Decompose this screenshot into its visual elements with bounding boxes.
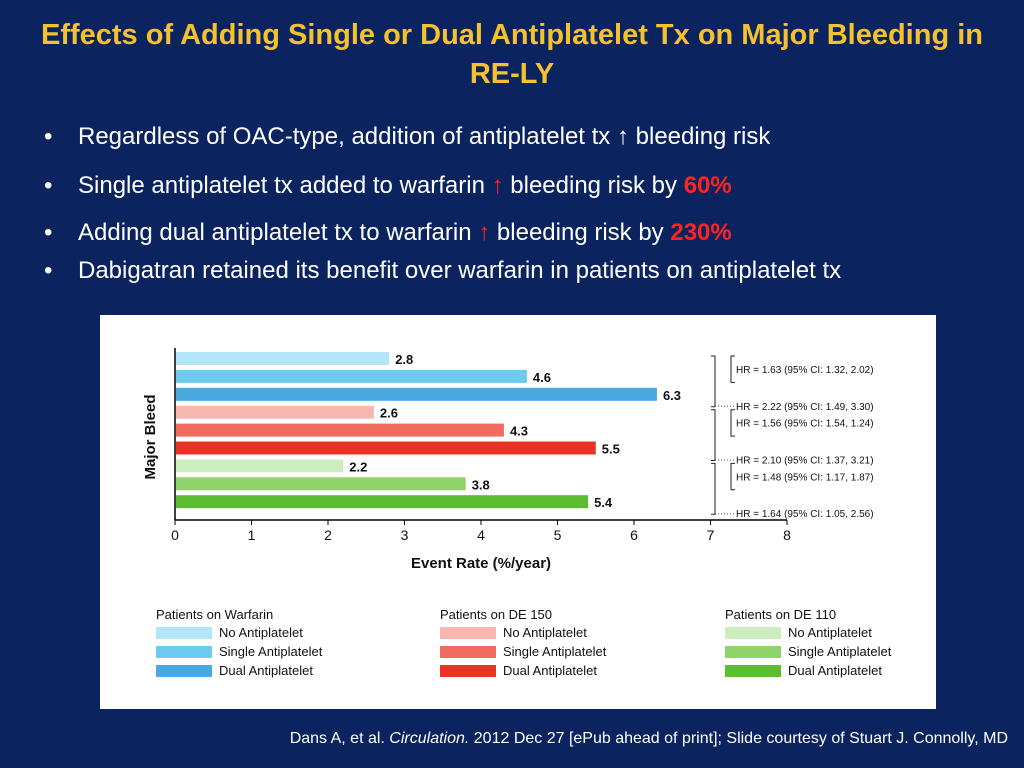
legend-swatch xyxy=(725,665,781,677)
bullet-item: Regardless of OAC-type, addition of anti… xyxy=(44,122,1004,151)
legend-label: Dual Antiplatelet xyxy=(503,663,597,678)
legend-group: Patients on DE 110 No Antiplatelet Single … xyxy=(725,606,965,681)
bullet-item: Adding dual antiplatelet tx to warfarin … xyxy=(44,218,1004,247)
chart-panel: 0 1 2 3 4 5 6 7 8 Event Rate (%/year) Major Bleed 2… xyxy=(100,315,936,709)
legend-swatch xyxy=(156,627,212,639)
bar xyxy=(176,352,390,365)
risk-percent: 230% xyxy=(670,219,732,246)
outer-bracket xyxy=(711,409,716,461)
citation-text: Dans A, et al. xyxy=(289,730,390,747)
hr-annotation: HR = 2.10 (95% CI: 1.37, 3.21) xyxy=(736,456,874,467)
legend-swatch xyxy=(440,646,496,658)
legend-group-title: Patients on DE 110 xyxy=(725,607,837,622)
legend-label: No Antiplatelet xyxy=(788,625,872,640)
bullet-item: Single antiplatelet tx added to warfarin… xyxy=(44,171,1004,200)
hr-annotation: HR = 1.48 (95% CI: 1.17, 1.87) xyxy=(736,472,874,483)
up-arrow-icon: ↑ xyxy=(491,172,504,199)
x-tick-label: 4 xyxy=(477,527,485,543)
outer-bracket xyxy=(711,355,716,408)
bar-chart: 0 1 2 3 4 5 6 7 8 Event Rate (%/year) Major Bleed 2… xyxy=(142,348,874,572)
up-arrow-icon: ↑ xyxy=(616,123,629,150)
legend-swatch xyxy=(156,646,212,658)
up-arrow-icon: ↑ xyxy=(478,219,491,246)
bar xyxy=(176,405,374,419)
bullet-text: Adding dual antiplatelet tx to warfarin xyxy=(78,219,479,246)
legend-item: No Antiplatelet xyxy=(725,624,965,643)
risk-percent: 60% xyxy=(683,172,732,199)
hr-annotation: HR = 1.63 (95% CI: 1.32, 2.02) xyxy=(736,365,874,376)
bar xyxy=(176,423,504,437)
hr-annotation: HR = 1.56 (95% CI: 1.54, 1.24) xyxy=(736,419,874,430)
legend-item: No Antiplatelet xyxy=(156,624,396,643)
bullet-text: bleeding risk by xyxy=(490,219,671,246)
legend-group-title: Patients on Warfarin xyxy=(156,607,274,622)
citation-journal: Circulation. xyxy=(389,730,470,747)
inner-bracket xyxy=(730,355,735,383)
hr-annotation: HR = 2.22 (95% CI: 1.49, 3.30) xyxy=(736,402,874,413)
slide-title: Effects of Adding Single or Dual Antipla… xyxy=(40,19,983,90)
legend-label: Single Antiplatelet xyxy=(503,644,607,659)
bar-value-label: 2.6 xyxy=(380,406,398,421)
bar-value-label: 6.3 xyxy=(663,388,681,403)
legend-item: Single Antiplatelet xyxy=(440,643,680,662)
legend-label: Single Antiplatelet xyxy=(788,644,892,659)
outer-bracket xyxy=(711,462,716,515)
legend-item: No Antiplatelet xyxy=(440,624,680,643)
legend-label: Single Antiplatelet xyxy=(219,644,323,659)
legend-swatch xyxy=(725,646,781,658)
bar xyxy=(176,495,589,509)
legend-item: Dual Antiplatelet xyxy=(725,662,965,681)
legend-swatch xyxy=(725,627,781,639)
x-tick-label: 0 xyxy=(171,527,179,543)
bullet-item: Dabigatran retained its benefit over war… xyxy=(44,256,1004,285)
x-tick-label: 7 xyxy=(707,527,715,543)
hr-annotation: HR = 1.64 (95% CI: 1.05, 2.56) xyxy=(736,509,874,520)
x-axis-label: Event Rate (%/year) xyxy=(411,555,551,572)
bar xyxy=(176,387,657,401)
bar-value-label: 4.3 xyxy=(510,424,528,439)
bullet-list: Regardless of OAC-type, addition of anti… xyxy=(44,122,1004,285)
bar xyxy=(176,459,344,473)
bar-value-label: 2.2 xyxy=(349,459,367,474)
legend-item: Single Antiplatelet xyxy=(725,643,965,662)
bullet-text: bleeding risk by xyxy=(503,172,684,199)
inner-bracket xyxy=(730,462,735,491)
x-tick-label: 6 xyxy=(630,527,638,543)
bullet-text: Dabigatran retained its benefit over war… xyxy=(78,257,842,284)
bar xyxy=(176,477,466,491)
bar xyxy=(176,441,596,455)
bar-value-label: 4.6 xyxy=(533,370,551,385)
legend-swatch xyxy=(440,665,496,677)
legend-swatch xyxy=(440,627,496,639)
legend-item: Single Antiplatelet xyxy=(156,643,396,662)
x-tick-label: 3 xyxy=(401,527,409,543)
inner-bracket xyxy=(730,409,735,437)
legend-item: Dual Antiplatelet xyxy=(156,662,396,681)
bar xyxy=(176,369,527,383)
y-axis-label: Major Bleed xyxy=(142,394,159,479)
bullet-text: bleeding risk xyxy=(628,123,771,150)
citation-text: 2012 Dec 27 [ePub ahead of print]; Slide… xyxy=(469,730,1008,747)
bar-value-label: 5.4 xyxy=(594,495,613,510)
legend-label: No Antiplatelet xyxy=(503,625,587,640)
x-tick-label: 5 xyxy=(554,527,562,543)
legend-group: Patients on DE 150 No Antiplatelet Single … xyxy=(440,606,680,681)
bar-value-label: 2.8 xyxy=(395,352,413,367)
x-tick-label: 2 xyxy=(324,527,332,543)
citation-footer: Dans A, et al. Circulation. 2012 Dec 27 … xyxy=(290,728,1008,750)
legend-group-title: Patients on DE 150 xyxy=(440,607,553,622)
legend-label: No Antiplatelet xyxy=(219,625,303,640)
legend-label: Dual Antiplatelet xyxy=(788,663,882,678)
legend-swatch xyxy=(156,665,212,677)
bar-value-label: 5.5 xyxy=(602,442,620,457)
bar-value-label: 3.8 xyxy=(472,477,490,492)
legend-label: Dual Antiplatelet xyxy=(219,663,313,678)
bullet-text: Single antiplatelet tx added to warfarin xyxy=(78,172,492,199)
legend-group: Patients on Warfarin No Antiplatelet Singl… xyxy=(156,606,396,681)
legend-item: Dual Antiplatelet xyxy=(440,662,680,681)
bullet-text: Regardless of OAC-type, addition of anti… xyxy=(78,123,617,150)
x-tick-label: 1 xyxy=(248,527,256,543)
x-tick-label: 8 xyxy=(783,527,791,543)
